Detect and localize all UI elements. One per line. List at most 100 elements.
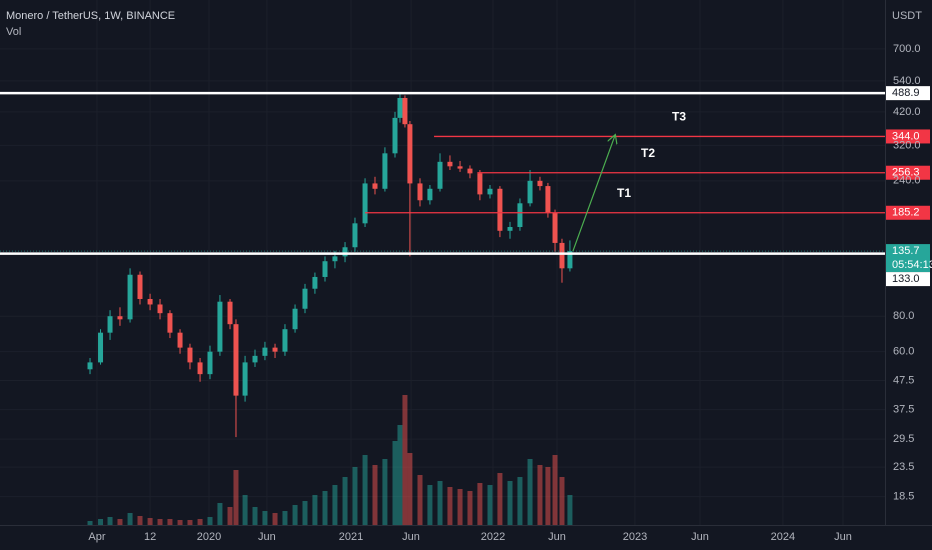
candle-body — [187, 347, 193, 363]
level-value: 185.2 — [892, 207, 920, 219]
candle-body — [272, 347, 278, 352]
candle-body — [362, 183, 368, 224]
candle-body — [322, 261, 328, 277]
volume-label: Vol — [6, 26, 21, 38]
volume-bar — [447, 487, 453, 525]
volume-bar — [312, 495, 318, 525]
candle-body — [292, 308, 298, 330]
x-tick-label: Jun — [548, 531, 566, 543]
candle-body — [402, 97, 408, 125]
target-label: T1 — [617, 186, 631, 200]
level-value: 256.3 — [892, 167, 920, 179]
candle-body — [487, 188, 493, 195]
volume-bar — [252, 507, 258, 525]
volume-bar — [407, 453, 413, 525]
level-value: 133.0 — [892, 273, 920, 285]
level-value: 488.9 — [892, 87, 920, 99]
volume-bar — [117, 519, 123, 525]
level-tag — [886, 272, 930, 287]
candle-body — [352, 223, 358, 248]
y-tick-label: 240.0 — [893, 175, 921, 187]
y-tick-label: 47.5 — [893, 374, 914, 386]
volume-bar — [242, 495, 248, 525]
volume-bar — [187, 520, 193, 525]
volume-bar — [467, 491, 473, 525]
candle-body — [567, 251, 573, 269]
y-tick-label: 23.5 — [893, 461, 914, 473]
candle-body — [392, 117, 398, 154]
volume-bar — [567, 495, 573, 525]
current-price: 135.7 — [892, 245, 920, 257]
volume-bar — [332, 485, 338, 525]
volume-bar — [402, 395, 408, 525]
projection-arrow — [572, 135, 615, 252]
volume-bar — [107, 517, 113, 525]
x-tick-label: 2022 — [481, 531, 505, 543]
level-tag — [886, 205, 930, 220]
level-tag — [886, 129, 930, 144]
volume-bar — [417, 475, 423, 525]
target-label: T3 — [672, 110, 686, 124]
volume-bar — [137, 516, 143, 525]
candle-body — [127, 274, 133, 320]
candle-body — [157, 304, 163, 314]
volume-bar — [282, 511, 288, 525]
y-tick-label: 60.0 — [893, 346, 914, 358]
x-tick-label: Jun — [258, 531, 276, 543]
candle-body — [332, 256, 338, 262]
candle-body — [545, 186, 551, 213]
volume-bar — [262, 511, 268, 525]
plot — [87, 93, 573, 525]
volume-bar — [559, 477, 565, 525]
y-tick-label: 29.5 — [893, 433, 914, 445]
volume-bar — [322, 491, 328, 525]
candle-body — [527, 180, 533, 204]
y-tick-label: 18.5 — [893, 491, 914, 503]
volume-bar — [207, 517, 213, 525]
candle-body — [262, 347, 268, 356]
candle-body — [107, 316, 113, 333]
volume-bar — [167, 519, 173, 525]
candle-body — [372, 183, 378, 189]
current-price-tag — [886, 244, 930, 273]
candle-body — [559, 242, 565, 269]
candle-body — [137, 274, 143, 299]
volume-bar — [197, 519, 203, 525]
candle-body — [147, 298, 153, 305]
volume-bar — [127, 513, 133, 525]
y-tick-label: 320.0 — [893, 139, 921, 151]
level-tag — [886, 165, 930, 180]
candle-body — [517, 203, 523, 228]
countdown: 05:54:13 — [892, 259, 932, 271]
volume-bar — [98, 519, 104, 525]
volume-bar — [217, 503, 223, 525]
x-tick-label: 2024 — [771, 531, 795, 543]
volume-bar — [487, 485, 493, 525]
candle-body — [177, 332, 183, 348]
volume-bar — [427, 485, 433, 525]
candle-body — [417, 183, 423, 201]
volume-bar — [177, 520, 183, 525]
x-tick-label: 2023 — [623, 531, 647, 543]
volume-bar — [372, 465, 378, 525]
candle-body — [447, 161, 453, 167]
x-tick-label: Jun — [402, 531, 420, 543]
candle-body — [167, 313, 173, 333]
candle-body — [342, 247, 348, 257]
candle-body — [282, 329, 288, 352]
candle-body — [382, 153, 388, 189]
x-tick-label: Apr — [88, 531, 105, 543]
level-value: 344.0 — [892, 130, 920, 142]
volume-bar — [392, 441, 398, 525]
candle-body — [217, 301, 223, 352]
volume-bar — [233, 470, 239, 525]
y-tick-label: 420.0 — [893, 106, 921, 118]
volume-bar — [527, 459, 533, 525]
candle-body — [98, 332, 104, 363]
volume-bar — [157, 519, 163, 525]
candle-body — [87, 362, 93, 370]
volume-bar — [342, 477, 348, 525]
candle-body — [117, 316, 123, 320]
